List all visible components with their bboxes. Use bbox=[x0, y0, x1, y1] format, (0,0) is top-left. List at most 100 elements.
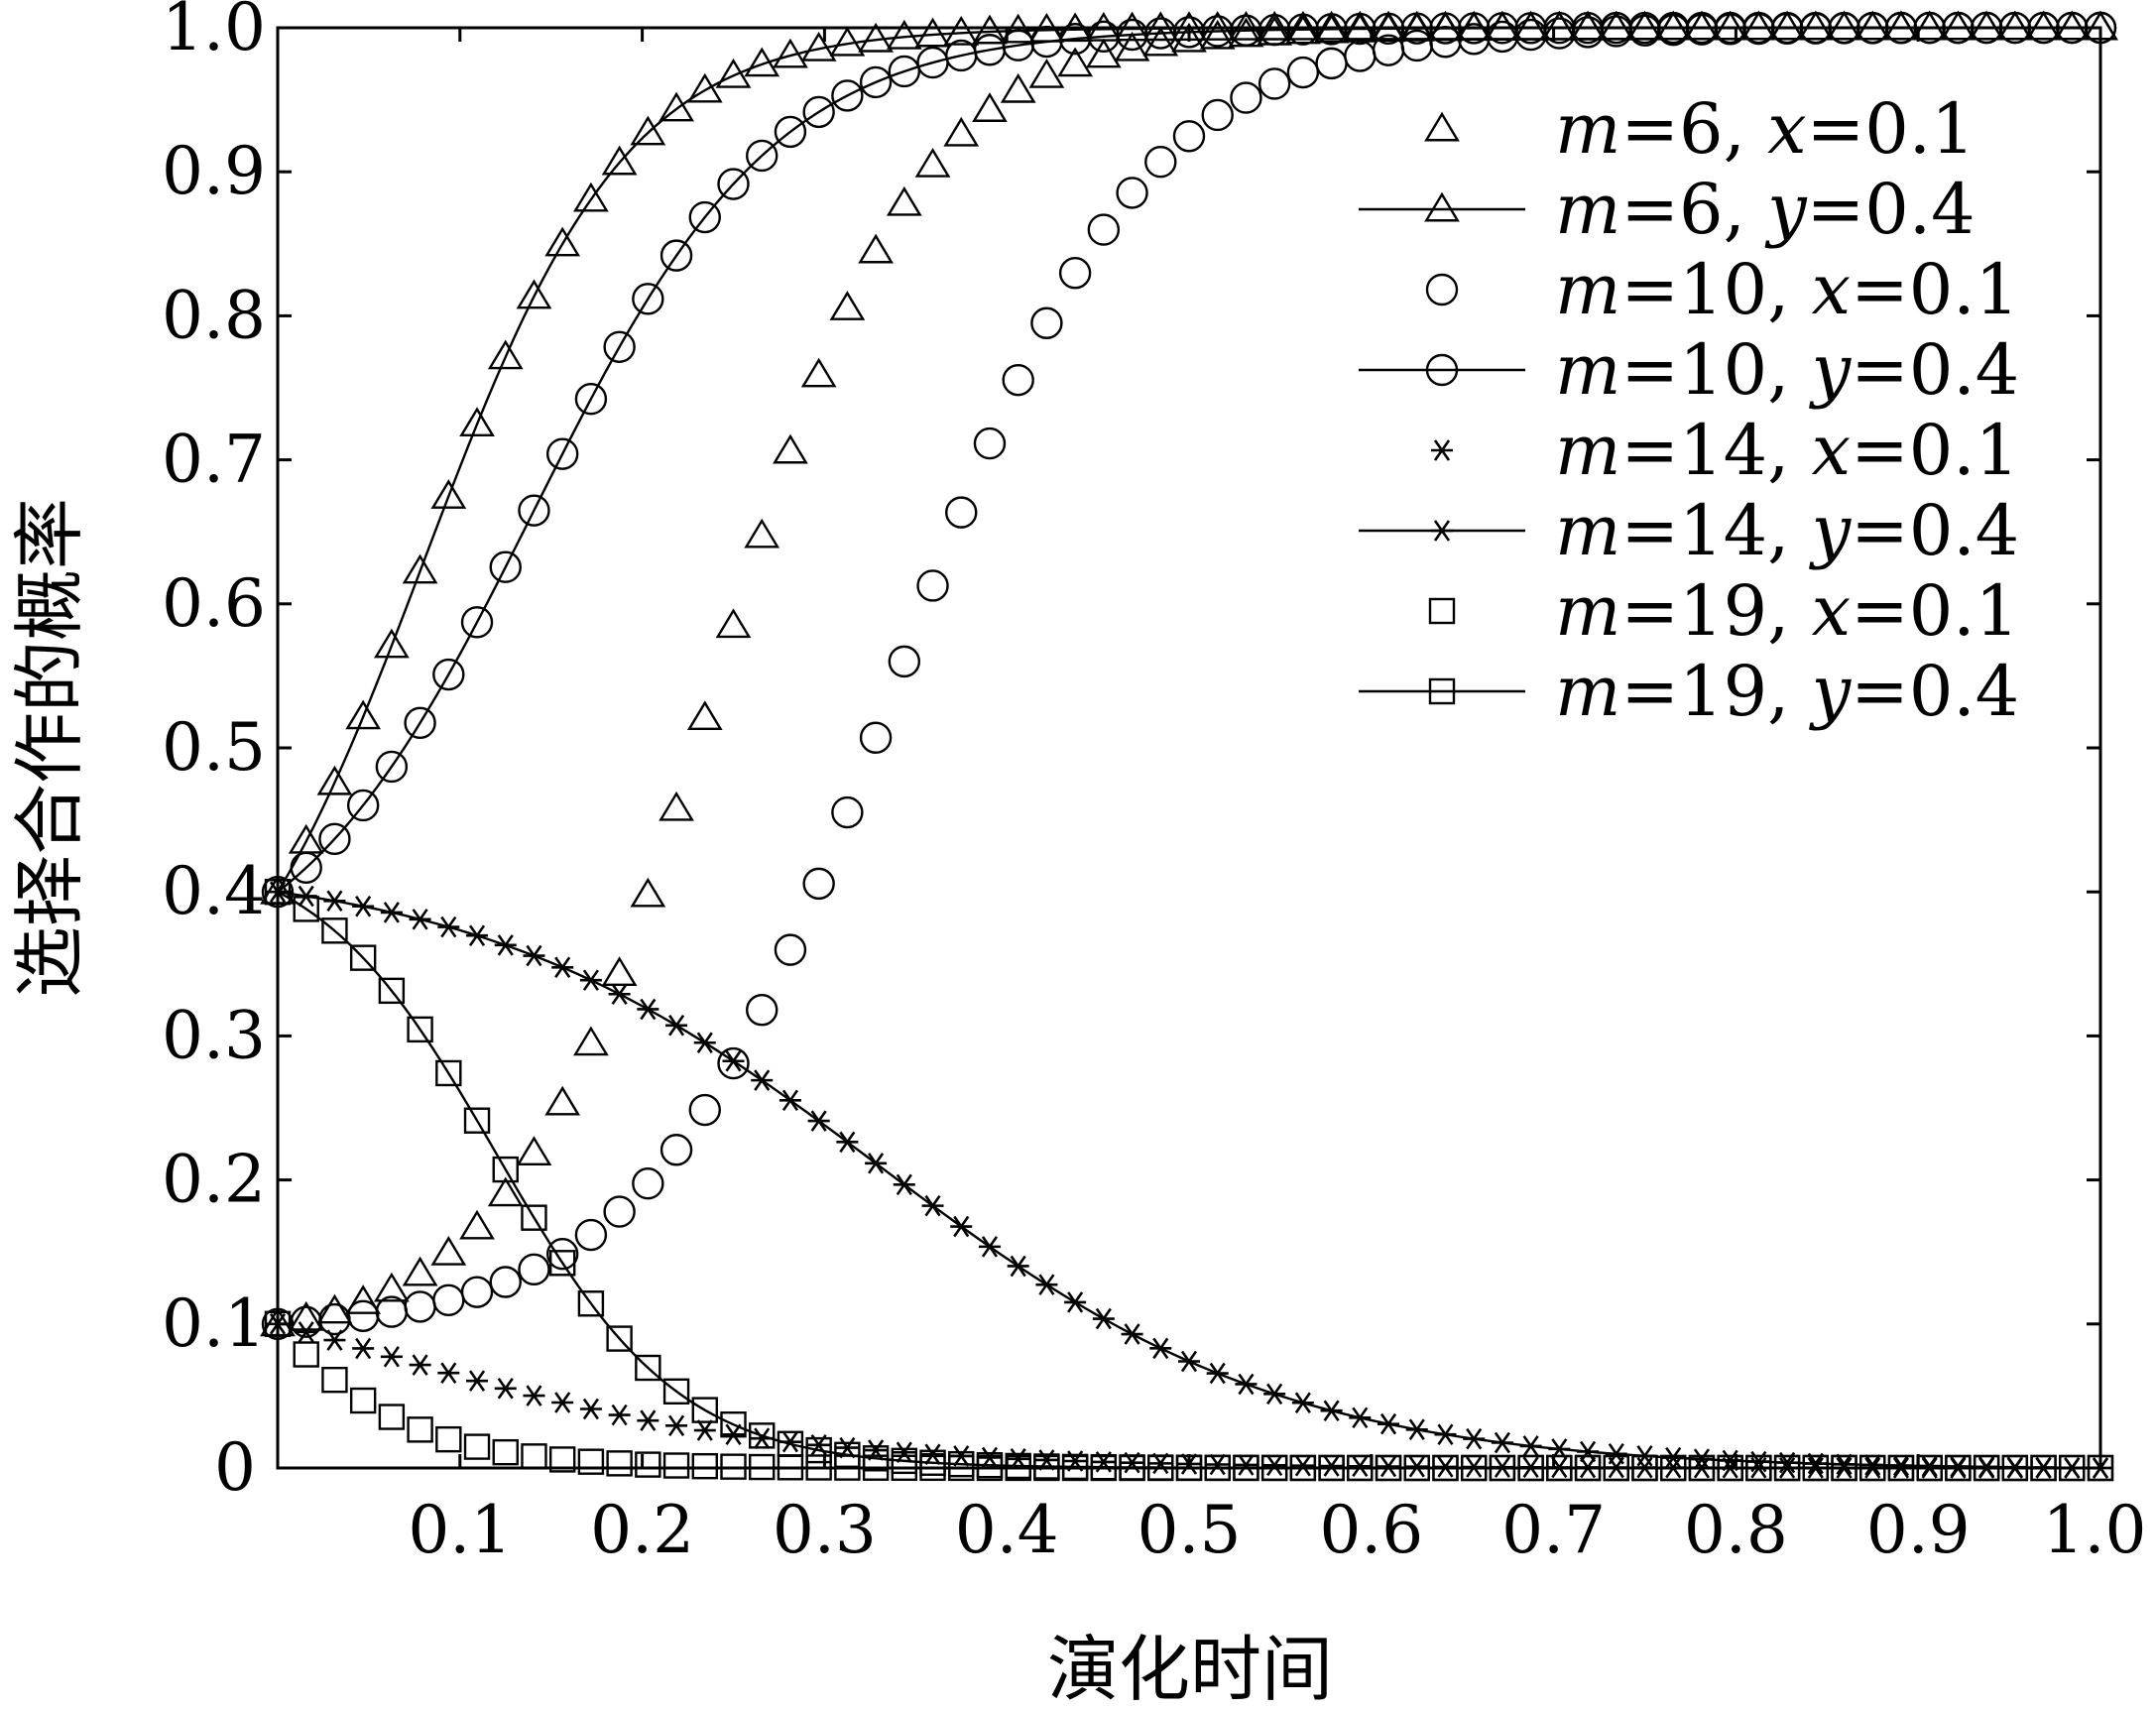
circle-marker bbox=[1315, 13, 1348, 46]
circle-marker bbox=[746, 139, 779, 173]
triangle-marker bbox=[1512, 10, 1549, 41]
triangle-marker bbox=[686, 700, 723, 731]
square-marker bbox=[606, 1450, 633, 1477]
square-marker bbox=[635, 1354, 661, 1382]
circle-marker bbox=[545, 1238, 579, 1271]
circle-marker bbox=[432, 1283, 465, 1317]
star-marker bbox=[551, 1392, 574, 1413]
square-marker bbox=[1773, 1454, 1801, 1482]
star-marker bbox=[1064, 1291, 1087, 1313]
triangle-marker bbox=[1199, 19, 1236, 50]
x-tick-label: 0.5 bbox=[1138, 1492, 1242, 1568]
series-line bbox=[277, 891, 2101, 1470]
square-marker bbox=[1489, 1454, 1516, 1482]
triangle-marker bbox=[1142, 26, 1179, 57]
circle-marker bbox=[659, 239, 693, 272]
square-marker bbox=[492, 1156, 519, 1183]
x-tick-label: 0.1 bbox=[408, 1492, 512, 1568]
triangle-marker bbox=[1228, 10, 1264, 41]
circle-marker bbox=[1372, 12, 1405, 46]
square-marker bbox=[1546, 1454, 1573, 1482]
triangle-marker bbox=[715, 608, 752, 639]
square-marker bbox=[349, 944, 377, 971]
triangle-marker bbox=[914, 147, 951, 178]
x-tick-label: 0.8 bbox=[1684, 1492, 1788, 1568]
square-marker bbox=[463, 1107, 491, 1134]
triangle-marker bbox=[773, 38, 808, 68]
triangle-marker bbox=[2054, 10, 2091, 41]
legend-label-part: =10, bbox=[1620, 329, 1811, 411]
circle-marker bbox=[1514, 12, 1547, 45]
x-tick-label: 0.3 bbox=[773, 1492, 877, 1568]
triangle-marker bbox=[886, 19, 922, 50]
star-marker bbox=[1434, 1423, 1457, 1445]
circle-marker bbox=[518, 494, 550, 527]
triangle-marker bbox=[374, 1272, 410, 1302]
star-marker bbox=[1206, 1362, 1229, 1385]
triangle-marker bbox=[659, 791, 694, 821]
triangle-marker bbox=[1057, 47, 1093, 77]
star-marker bbox=[1149, 1337, 1172, 1360]
legend-label-part: =0.1 bbox=[1851, 570, 2019, 652]
star-marker bbox=[380, 902, 403, 923]
legend-item: m=10, y=0.4 bbox=[1359, 329, 2019, 411]
square-marker bbox=[492, 1438, 519, 1466]
square-marker bbox=[1717, 1454, 1743, 1482]
circle-marker bbox=[1742, 11, 1775, 45]
square-marker bbox=[1090, 1453, 1118, 1481]
triangle-marker bbox=[1485, 10, 1520, 41]
legend-label-part: y bbox=[1764, 169, 1808, 250]
legend-label-part: x bbox=[1812, 570, 1851, 652]
triangle-marker bbox=[316, 765, 353, 795]
square-marker bbox=[378, 1404, 406, 1430]
triangle-marker bbox=[1769, 10, 1805, 41]
circle-marker bbox=[916, 569, 949, 602]
legend-label-part: =14, bbox=[1620, 490, 1811, 571]
triangle-marker bbox=[1969, 10, 2004, 41]
triangle-marker bbox=[1424, 111, 1460, 142]
square-marker bbox=[1233, 1454, 1259, 1482]
star-marker bbox=[352, 895, 375, 917]
square-marker bbox=[1347, 1454, 1374, 1482]
square-marker bbox=[1660, 1454, 1687, 1482]
star-marker bbox=[807, 1110, 830, 1132]
star-marker bbox=[1291, 1454, 1314, 1477]
star-marker bbox=[1320, 1400, 1343, 1421]
square-marker bbox=[749, 1422, 776, 1449]
x-tick-label: 0.4 bbox=[955, 1492, 1059, 1568]
circle-marker bbox=[859, 65, 893, 99]
axis-ticks: 0 0.1 0.2 0.3 0.4 0.5 0.6 0.7 0.8 0.9 1.0 0.1 0.2 0.3… bbox=[162, 0, 2146, 1568]
triangle-marker bbox=[1996, 10, 2033, 41]
star-marker bbox=[1007, 1255, 1029, 1278]
legend-label-part: m bbox=[1555, 651, 1620, 732]
triangle-marker bbox=[1826, 10, 1862, 41]
circle-marker bbox=[574, 1218, 608, 1252]
triangle-marker bbox=[1712, 10, 1748, 41]
circle-marker bbox=[688, 1093, 721, 1127]
circle-marker bbox=[2084, 11, 2117, 45]
series-layer bbox=[260, 10, 2118, 1482]
square-marker bbox=[777, 1430, 804, 1457]
triangle-marker bbox=[659, 91, 694, 122]
star-marker bbox=[466, 1370, 489, 1392]
square-marker bbox=[1631, 1454, 1658, 1482]
legend-label-part: =0.1 bbox=[1807, 88, 1976, 170]
triangle-marker bbox=[829, 26, 866, 57]
square-marker bbox=[662, 1452, 690, 1479]
triangle-marker bbox=[972, 92, 1008, 122]
circle-marker bbox=[831, 795, 864, 829]
square-marker bbox=[577, 1290, 605, 1317]
star-marker bbox=[1405, 1418, 1428, 1441]
legend-label-part: =6, bbox=[1620, 88, 1767, 170]
circle-marker bbox=[1857, 11, 1889, 45]
square-marker bbox=[521, 1204, 547, 1231]
circle-marker bbox=[1425, 273, 1459, 306]
square-marker bbox=[521, 1443, 547, 1470]
circle-marker bbox=[831, 79, 864, 112]
legend-label-part: y bbox=[1809, 490, 1853, 571]
star-marker bbox=[1092, 1307, 1115, 1330]
legend-label-part: =0.1 bbox=[1851, 249, 2019, 330]
circle-marker bbox=[1116, 177, 1148, 209]
circle-marker bbox=[1058, 257, 1092, 290]
triangle-marker bbox=[601, 956, 638, 987]
